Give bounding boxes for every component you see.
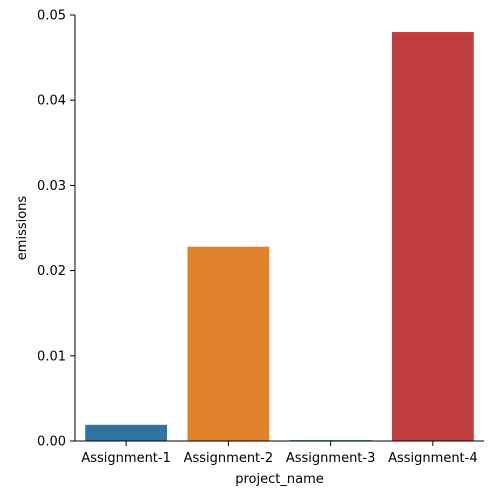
x-tick-label: Assignment-1 bbox=[81, 451, 171, 466]
x-tick-label: Assignment-3 bbox=[286, 451, 376, 466]
bars-group bbox=[85, 32, 474, 441]
x-axis-ticks: Assignment-1 Assignment-2 Assignment-3 Assi… bbox=[81, 441, 478, 466]
bar-assignment-4 bbox=[391, 32, 474, 441]
y-tick-label: 0.04 bbox=[37, 94, 66, 109]
y-tick-label: 0.05 bbox=[37, 9, 66, 24]
bar-assignment-2 bbox=[187, 246, 270, 441]
x-axis-title: project_name bbox=[235, 472, 324, 487]
bar-assignment-1 bbox=[85, 424, 168, 441]
y-tick-label: 0.00 bbox=[37, 435, 66, 450]
y-tick-label: 0.03 bbox=[37, 179, 66, 194]
y-axis-title: emissions bbox=[15, 196, 30, 261]
y-axis-ticks: 0.00 0.01 0.02 0.03 0.04 0.05 bbox=[37, 9, 75, 450]
x-tick-label: Assignment-2 bbox=[184, 451, 274, 466]
x-tick-label: Assignment-4 bbox=[388, 451, 478, 466]
y-tick-label: 0.02 bbox=[37, 264, 66, 279]
y-tick-label: 0.01 bbox=[37, 349, 66, 364]
